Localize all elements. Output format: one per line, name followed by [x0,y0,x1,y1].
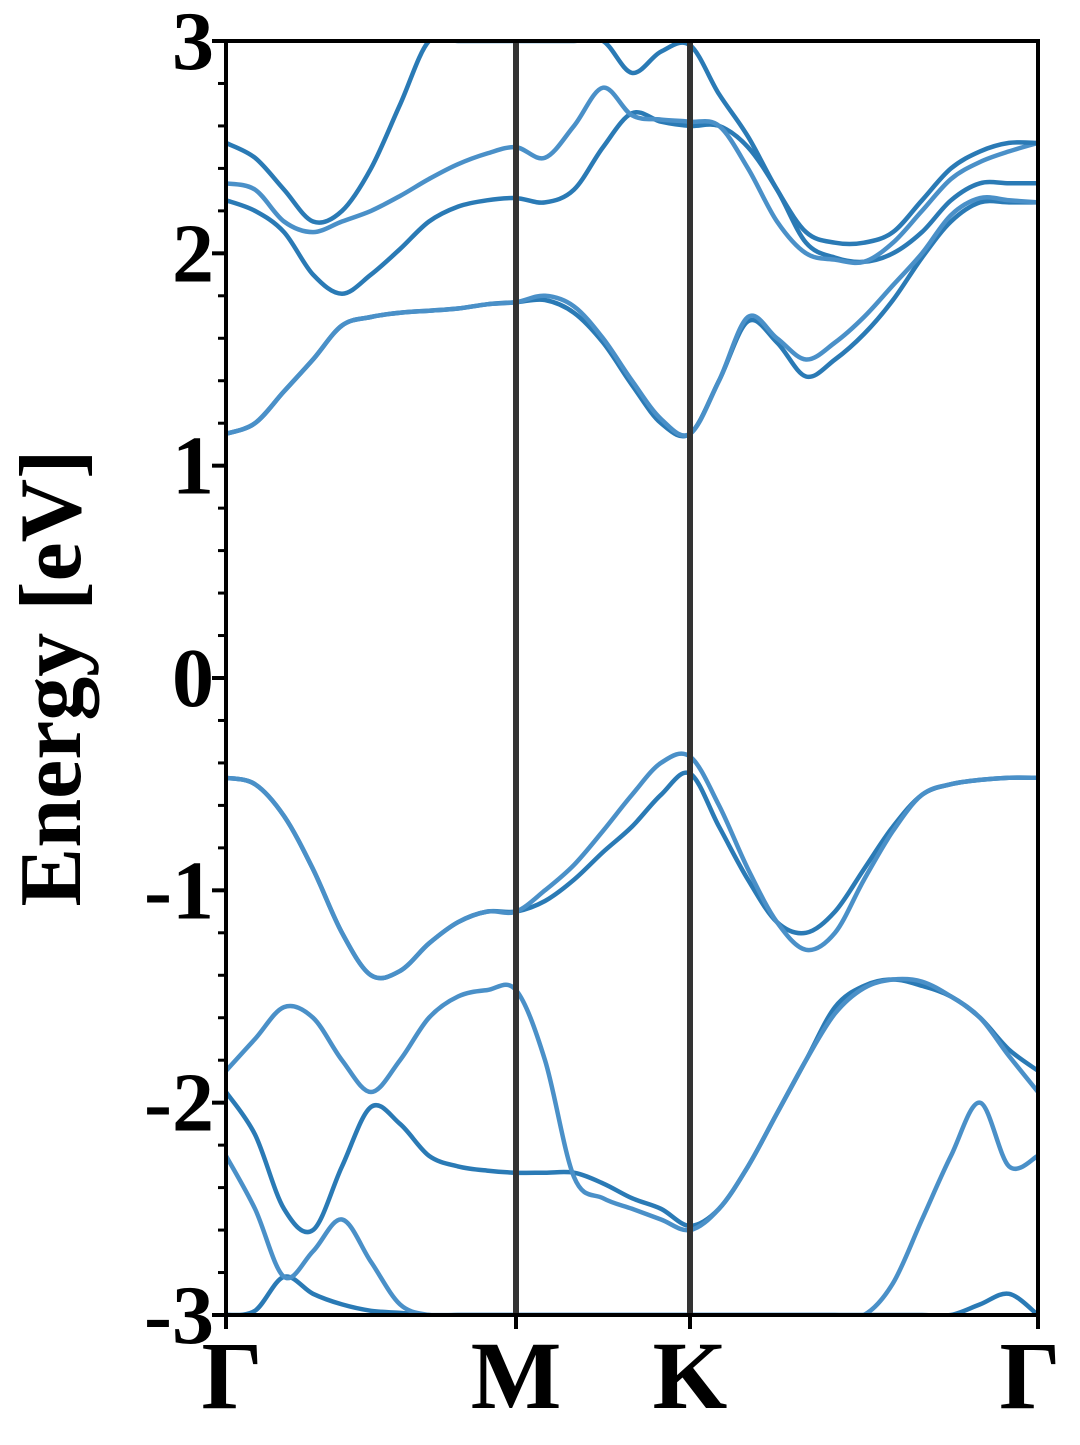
bands-layer [226,41,1038,1315]
band-line-2 [226,1100,1038,1315]
y-tick-label-7: 3 [172,0,214,88]
y-tick-label-1: -3 [144,1269,214,1362]
y-tick-label-5: 1 [172,420,214,513]
x-tick-label-4: Γ [999,1322,1060,1429]
band-line-8 [226,195,1038,438]
labels-layer: -3 -2 -1 0 1 2 3 Γ M K Γ Energy [eV] [3,0,1061,1429]
y-tick-label-2: -2 [144,1057,214,1150]
y-axis-label: Energy [eV] [3,450,100,907]
band-line-11 [226,41,1038,247]
x-tick-label-2: M [471,1322,562,1429]
band-line-3 [226,977,1038,1235]
y-tick-label-3: -1 [144,844,214,937]
band-line-1 [226,1274,1038,1315]
dividers-layer [513,41,693,1315]
plot-frame [224,39,1040,1317]
axes-layer [212,39,1040,1329]
band-line-4 [226,976,1038,1233]
band-line-10 [226,85,1038,266]
band-line-6 [226,751,1038,981]
y-tick-label-6: 2 [172,207,214,300]
x-tick-label-1: Γ [201,1322,262,1429]
y-tick-label-4: 0 [172,632,214,725]
x-tick-label-3: K [653,1322,728,1429]
